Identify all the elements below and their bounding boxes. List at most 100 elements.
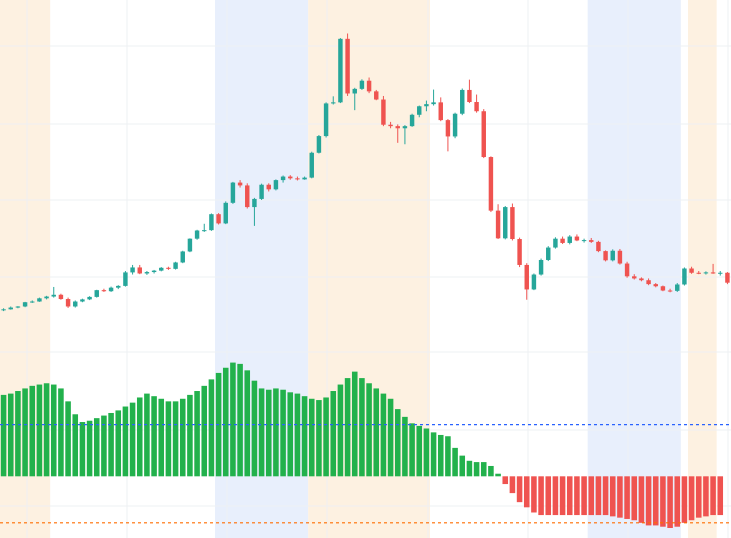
histogram-bar-positive	[330, 391, 337, 477]
candle-body-up	[531, 274, 537, 290]
candle-body-up	[15, 306, 21, 308]
candle-body-down	[216, 214, 221, 224]
candle-body-down	[295, 178, 300, 180]
histogram-bar-positive	[344, 378, 351, 477]
candle-body-down	[725, 272, 730, 283]
histogram-bar-negative	[602, 476, 609, 516]
candle-body-down	[395, 126, 400, 129]
histogram-bar-negative	[588, 476, 595, 516]
candle-body-down	[445, 120, 451, 137]
candle-body-up	[80, 299, 85, 302]
candle-body-up	[30, 301, 35, 303]
candle-body-down	[266, 184, 271, 190]
histogram-bar-positive	[459, 455, 466, 477]
histogram-bar-positive	[430, 432, 437, 477]
candle-body-up	[280, 176, 286, 181]
histogram-bar-positive	[165, 401, 172, 477]
candle-body-up	[610, 250, 615, 261]
candle-body-up	[567, 236, 572, 243]
histogram-bar-positive	[280, 389, 286, 477]
candle-body-up	[417, 106, 422, 115]
histogram-bar-positive	[294, 393, 301, 477]
candle-body-up	[452, 113, 458, 137]
histogram-bar-negative	[545, 476, 552, 516]
histogram-bar-positive	[265, 389, 272, 477]
histogram-bar-negative	[681, 476, 688, 523]
candle-body-down	[603, 251, 608, 261]
candle-body-up	[309, 152, 314, 178]
histogram-bar-positive	[308, 398, 315, 477]
histogram-bar-positive	[323, 397, 329, 477]
histogram-bar-positive	[179, 398, 186, 477]
histogram-bar-positive	[15, 391, 21, 477]
histogram-bar-negative	[624, 476, 630, 519]
candle-body-up	[703, 272, 709, 274]
histogram-bar-positive	[258, 388, 265, 477]
histogram-bar-positive	[93, 418, 100, 477]
histogram-bar-positive	[244, 370, 251, 477]
candle-body-down	[517, 239, 522, 265]
candle-body-up	[682, 268, 687, 285]
histogram-bar-negative	[631, 476, 638, 521]
histogram-bar-positive	[129, 402, 136, 477]
candle-body-down	[58, 294, 64, 300]
histogram-bar-positive	[7, 393, 14, 477]
histogram-bar-positive	[394, 409, 401, 477]
histogram-bar-positive	[172, 401, 179, 477]
candle-body-up	[424, 104, 429, 107]
session-band-blue	[587, 0, 681, 538]
candle-body-up	[73, 301, 78, 307]
indicator-histogram	[0, 362, 724, 528]
candle-body-up	[8, 307, 13, 310]
histogram-bar-positive	[158, 398, 165, 477]
histogram-bar-negative	[502, 476, 509, 485]
histogram-bar-negative	[595, 476, 602, 516]
histogram-bar-positive	[488, 465, 494, 477]
candle-body-up	[22, 302, 28, 307]
candle-body-down	[366, 80, 372, 92]
histogram-bar-positive	[351, 371, 358, 477]
candle-body-up	[431, 102, 436, 105]
candle-body-up	[359, 80, 365, 89]
histogram-bar-positive	[0, 394, 7, 477]
candle-body-up	[273, 180, 279, 190]
candle-body-up	[546, 247, 551, 260]
histogram-bar-positive	[387, 398, 394, 477]
candle-body-up	[402, 126, 408, 129]
candle-body-up	[187, 238, 193, 252]
histogram-bar-negative	[516, 476, 523, 503]
candle-body-up	[1, 309, 6, 311]
histogram-bar-positive	[445, 436, 451, 477]
histogram-bar-positive	[237, 363, 243, 477]
histogram-bar-positive	[452, 447, 458, 477]
histogram-bar-negative	[695, 476, 702, 518]
histogram-bar-positive	[115, 410, 122, 477]
candle-body-down	[495, 210, 501, 239]
histogram-bar-negative	[652, 476, 659, 526]
candle-body-up	[108, 287, 114, 292]
candle-body-down	[101, 290, 107, 292]
histogram-bar-negative	[645, 476, 652, 526]
candle-body-up	[581, 240, 587, 242]
histogram-bar-negative	[552, 476, 559, 516]
candle-body-down	[710, 272, 716, 274]
candle-body-up	[159, 267, 164, 271]
candle-body-down	[65, 299, 71, 307]
candle-body-up	[316, 136, 322, 153]
candle-body-down	[524, 264, 529, 290]
histogram-bar-positive	[251, 380, 258, 477]
candle-body-up	[259, 184, 264, 199]
histogram-bar-negative	[559, 476, 566, 516]
candle-body-up	[123, 272, 128, 286]
candle-body-down	[646, 280, 651, 285]
histogram-bar-positive	[230, 362, 236, 477]
candle-body-down	[639, 278, 644, 281]
candle-body-up	[323, 103, 329, 137]
histogram-bar-negative	[717, 476, 724, 516]
histogram-bar-negative	[674, 476, 681, 527]
candle-body-up	[209, 214, 214, 231]
histogram-bar-positive	[187, 394, 193, 477]
histogram-bar-positive	[136, 397, 143, 477]
candle-body-down	[660, 286, 666, 291]
